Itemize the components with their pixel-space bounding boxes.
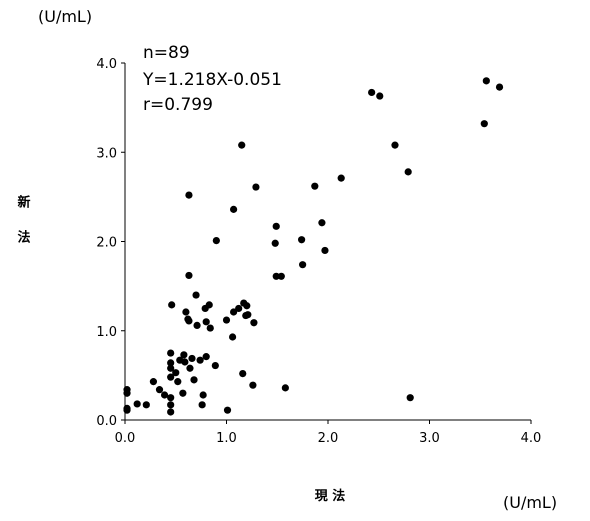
point <box>318 219 326 227</box>
point <box>180 351 188 359</box>
point <box>172 369 180 377</box>
point <box>202 353 210 361</box>
point <box>174 378 182 386</box>
x-unit: (U/mL) <box>503 493 557 512</box>
point <box>182 308 190 316</box>
point <box>222 316 231 324</box>
point <box>167 408 175 416</box>
point <box>167 401 175 409</box>
y-tick-label: 0.0 <box>96 414 117 429</box>
point <box>406 394 414 402</box>
point <box>142 401 150 409</box>
point <box>495 83 504 91</box>
point <box>196 356 204 364</box>
point <box>252 183 260 191</box>
x-tick-label: 3.0 <box>419 431 440 446</box>
point <box>202 318 210 326</box>
point <box>272 272 280 280</box>
point <box>337 174 345 182</box>
point <box>190 376 198 384</box>
point <box>167 359 175 367</box>
point <box>206 324 214 332</box>
point <box>133 400 141 408</box>
annotation: Y=1.218X-0.051 <box>142 70 282 90</box>
point <box>391 141 399 149</box>
point <box>376 92 384 100</box>
y-axis-label: 新法 <box>15 194 31 265</box>
point <box>271 239 279 247</box>
point <box>188 354 196 363</box>
point <box>193 321 201 329</box>
point <box>298 236 306 244</box>
point <box>230 205 238 213</box>
x-tick-label: 1.0 <box>216 431 237 446</box>
point <box>228 333 237 341</box>
point <box>368 88 376 97</box>
point <box>167 364 175 372</box>
point <box>230 308 238 316</box>
point <box>321 246 329 255</box>
point <box>299 261 307 269</box>
point <box>244 311 252 319</box>
y-tick-label: 3.0 <box>96 146 117 161</box>
point <box>185 191 193 199</box>
x-axis-label: 現 法 <box>315 488 346 504</box>
point <box>238 141 246 149</box>
point <box>123 389 131 397</box>
point <box>212 237 220 245</box>
y-tick-label: 1.0 <box>96 325 117 340</box>
annotation: n=89 <box>143 43 190 63</box>
point <box>167 349 175 357</box>
point <box>404 168 412 176</box>
point <box>167 373 175 381</box>
point <box>160 391 169 399</box>
point <box>185 317 193 325</box>
point <box>243 302 251 310</box>
point <box>311 182 319 190</box>
point <box>155 386 164 394</box>
point <box>272 222 280 230</box>
point <box>235 304 243 313</box>
point <box>186 364 194 372</box>
y-unit: (U/mL) <box>38 7 92 26</box>
point <box>167 394 175 402</box>
point <box>223 406 232 414</box>
point <box>211 361 219 370</box>
point <box>239 369 247 378</box>
point <box>198 401 206 409</box>
point <box>168 301 176 309</box>
point <box>281 384 289 392</box>
x-tick-label: 2.0 <box>318 431 339 446</box>
x-tick-label: 0.0 <box>115 431 136 446</box>
y-tick-label: 4.0 <box>96 57 117 72</box>
point <box>181 358 189 366</box>
point <box>149 378 158 386</box>
point <box>482 77 490 85</box>
point <box>192 291 200 299</box>
x-tick-label: 4.0 <box>521 431 542 446</box>
point <box>277 272 285 280</box>
y-tick-label: 2.0 <box>96 236 117 251</box>
point <box>205 301 213 309</box>
point <box>185 271 193 280</box>
point <box>123 406 131 414</box>
annotation: r=0.799 <box>143 95 213 115</box>
point <box>179 389 187 397</box>
point <box>480 120 488 128</box>
point <box>249 381 257 389</box>
point <box>199 391 207 399</box>
point <box>250 319 258 327</box>
